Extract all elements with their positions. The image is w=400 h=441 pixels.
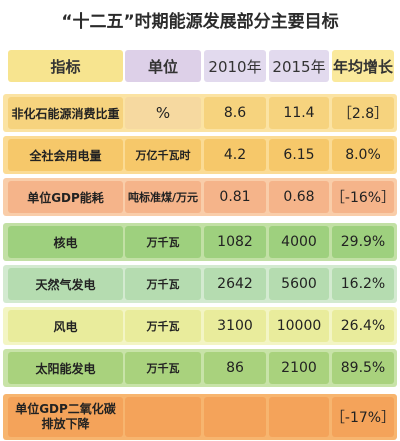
row-unit: % <box>125 97 201 129</box>
row-value-2010-text: 2642 <box>217 276 253 292</box>
row-unit <box>125 397 201 437</box>
table-row: 单位GDP能耗 吨标准煤/万元 0.81 0.68 ［-16%］ <box>3 178 397 216</box>
row-value-2015-text: 10000 <box>276 318 322 334</box>
row-unit-text: 万千瓦 <box>146 236 180 249</box>
row-annual-growth: ［2.8］ <box>332 97 394 129</box>
row-annual-growth-text: ［-16%］ <box>332 190 394 206</box>
row-value-2010: 0.81 <box>204 181 266 213</box>
row-indicator-label: 风电 <box>8 310 123 342</box>
row-value-2015: 0.68 <box>269 181 329 213</box>
table-row: 非化石能源消费比重% 8.6 11.4 ［2.8］ <box>3 94 397 132</box>
page-title: “十二五”时期能源发展部分主要目标 <box>61 12 339 32</box>
row-value-2015-text: 5600 <box>281 276 317 292</box>
row-value-2010-text: 4.2 <box>223 147 247 163</box>
row-annual-growth: 89.5% <box>332 352 394 384</box>
row-value-2010: 1082 <box>204 226 266 258</box>
table-header-row: 指标 单位 2010年 2015年 年均增长 <box>3 47 397 85</box>
row-value-2010-text: 1082 <box>217 234 253 250</box>
row-value-2010: 86 <box>204 352 266 384</box>
row-annual-growth-text: 8.0% <box>345 147 381 163</box>
header-annual-growth: 年均增长 <box>332 50 394 82</box>
row-annual-growth-text: 26.4% <box>340 318 386 334</box>
row-unit-text: 万亿千瓦时 <box>135 149 191 162</box>
row-annual-growth: 16.2% <box>332 268 394 300</box>
row-indicator-label-text: 全社会用电量 <box>29 148 102 163</box>
row-value-2010-text: 8.6 <box>223 105 247 121</box>
row-annual-growth: ［-16%］ <box>332 181 394 213</box>
row-annual-growth-text: 16.2% <box>340 276 386 292</box>
row-unit: 万千瓦 <box>125 268 201 300</box>
header-indicator: 指标 <box>8 50 123 82</box>
table-row: 单位GDP二氧化碳排放下降 ［-17%］ <box>3 394 397 440</box>
row-indicator-label: 非化石能源消费比重 <box>8 97 123 129</box>
row-unit: 万千瓦 <box>125 226 201 258</box>
row-annual-growth: 29.9% <box>332 226 394 258</box>
row-value-2010 <box>204 397 266 437</box>
row-annual-growth: 8.0% <box>332 139 394 171</box>
row-annual-growth-text: ［2.8］ <box>337 106 389 122</box>
row-annual-growth-text: 89.5% <box>340 360 386 376</box>
row-indicator-label-text: 太阳能发电 <box>35 361 96 376</box>
row-value-2010: 8.6 <box>204 97 266 129</box>
row-value-2015-text: 6.15 <box>283 147 315 163</box>
row-indicator-label-text: 风电 <box>53 319 78 334</box>
row-value-2015: 5600 <box>269 268 329 300</box>
row-indicator-label-text: 核电 <box>53 235 78 250</box>
table-row: 太阳能发电 万千瓦 86 2100 89.5% <box>3 349 397 387</box>
row-value-2010: 4.2 <box>204 139 266 171</box>
row-value-2010: 3100 <box>204 310 266 342</box>
row-value-2015: 6.15 <box>269 139 329 171</box>
row-value-2015-text: 0.68 <box>283 189 315 205</box>
row-value-2015 <box>269 397 329 437</box>
row-unit-text: 万千瓦 <box>146 362 180 375</box>
row-unit-text: 吨标准煤/万元 <box>127 191 199 204</box>
table-row: 风电 万千瓦 3100 10000 26.4% <box>3 307 397 345</box>
table-row: 天然气发电 万千瓦 2642 5600 16.2% <box>3 265 397 303</box>
row-indicator-label: 太阳能发电 <box>8 352 123 384</box>
row-value-2015-text: 4000 <box>281 234 317 250</box>
row-unit: 万亿千瓦时 <box>125 139 201 171</box>
row-value-2010: 2642 <box>204 268 266 300</box>
row-indicator-label: 单位GDP二氧化碳排放下降 <box>8 397 123 437</box>
row-value-2010-text: 3100 <box>217 318 253 334</box>
row-value-2015-text: 2100 <box>281 360 317 376</box>
row-unit-text: 万千瓦 <box>146 278 180 291</box>
header-2015: 2015年 <box>269 50 329 82</box>
row-unit: 万千瓦 <box>125 310 201 342</box>
row-indicator-label: 单位GDP能耗 <box>8 181 123 213</box>
row-value-2015: 4000 <box>269 226 329 258</box>
row-annual-growth-text: 29.9% <box>340 234 386 250</box>
row-indicator-label: 天然气发电 <box>8 268 123 300</box>
table-row: 核电 万千瓦 1082 4000 29.9% <box>3 223 397 261</box>
row-unit-text: 万千瓦 <box>146 320 180 333</box>
header-2010: 2010年 <box>204 50 266 82</box>
row-indicator-label-text: 非化石能源消费比重 <box>11 106 120 121</box>
row-indicator-label: 全社会用电量 <box>8 139 123 171</box>
row-annual-growth: 26.4% <box>332 310 394 342</box>
row-annual-growth-text: ［-17%］ <box>332 410 394 426</box>
row-value-2010-text: 86 <box>226 360 244 376</box>
row-indicator-label-text: 天然气发电 <box>35 277 96 292</box>
row-indicator-label-text: 单位GDP能耗 <box>27 190 104 205</box>
row-unit: 万千瓦 <box>125 352 201 384</box>
row-value-2015: 11.4 <box>269 97 329 129</box>
header-unit: 单位 <box>125 50 201 82</box>
row-value-2010-text: 0.81 <box>219 189 251 205</box>
row-value-2015: 2100 <box>269 352 329 384</box>
row-indicator-label-text: 单位GDP二氧化碳排放下降 <box>15 402 116 431</box>
row-value-2015-text: 11.4 <box>283 105 315 121</box>
row-unit: 吨标准煤/万元 <box>125 181 201 213</box>
row-value-2015: 10000 <box>269 310 329 342</box>
row-annual-growth: ［-17%］ <box>332 397 394 437</box>
table-row: 全社会用电量 万亿千瓦时 4.2 6.15 8.0% <box>3 136 397 174</box>
row-unit-text: % <box>155 104 171 122</box>
row-indicator-label: 核电 <box>8 226 123 258</box>
